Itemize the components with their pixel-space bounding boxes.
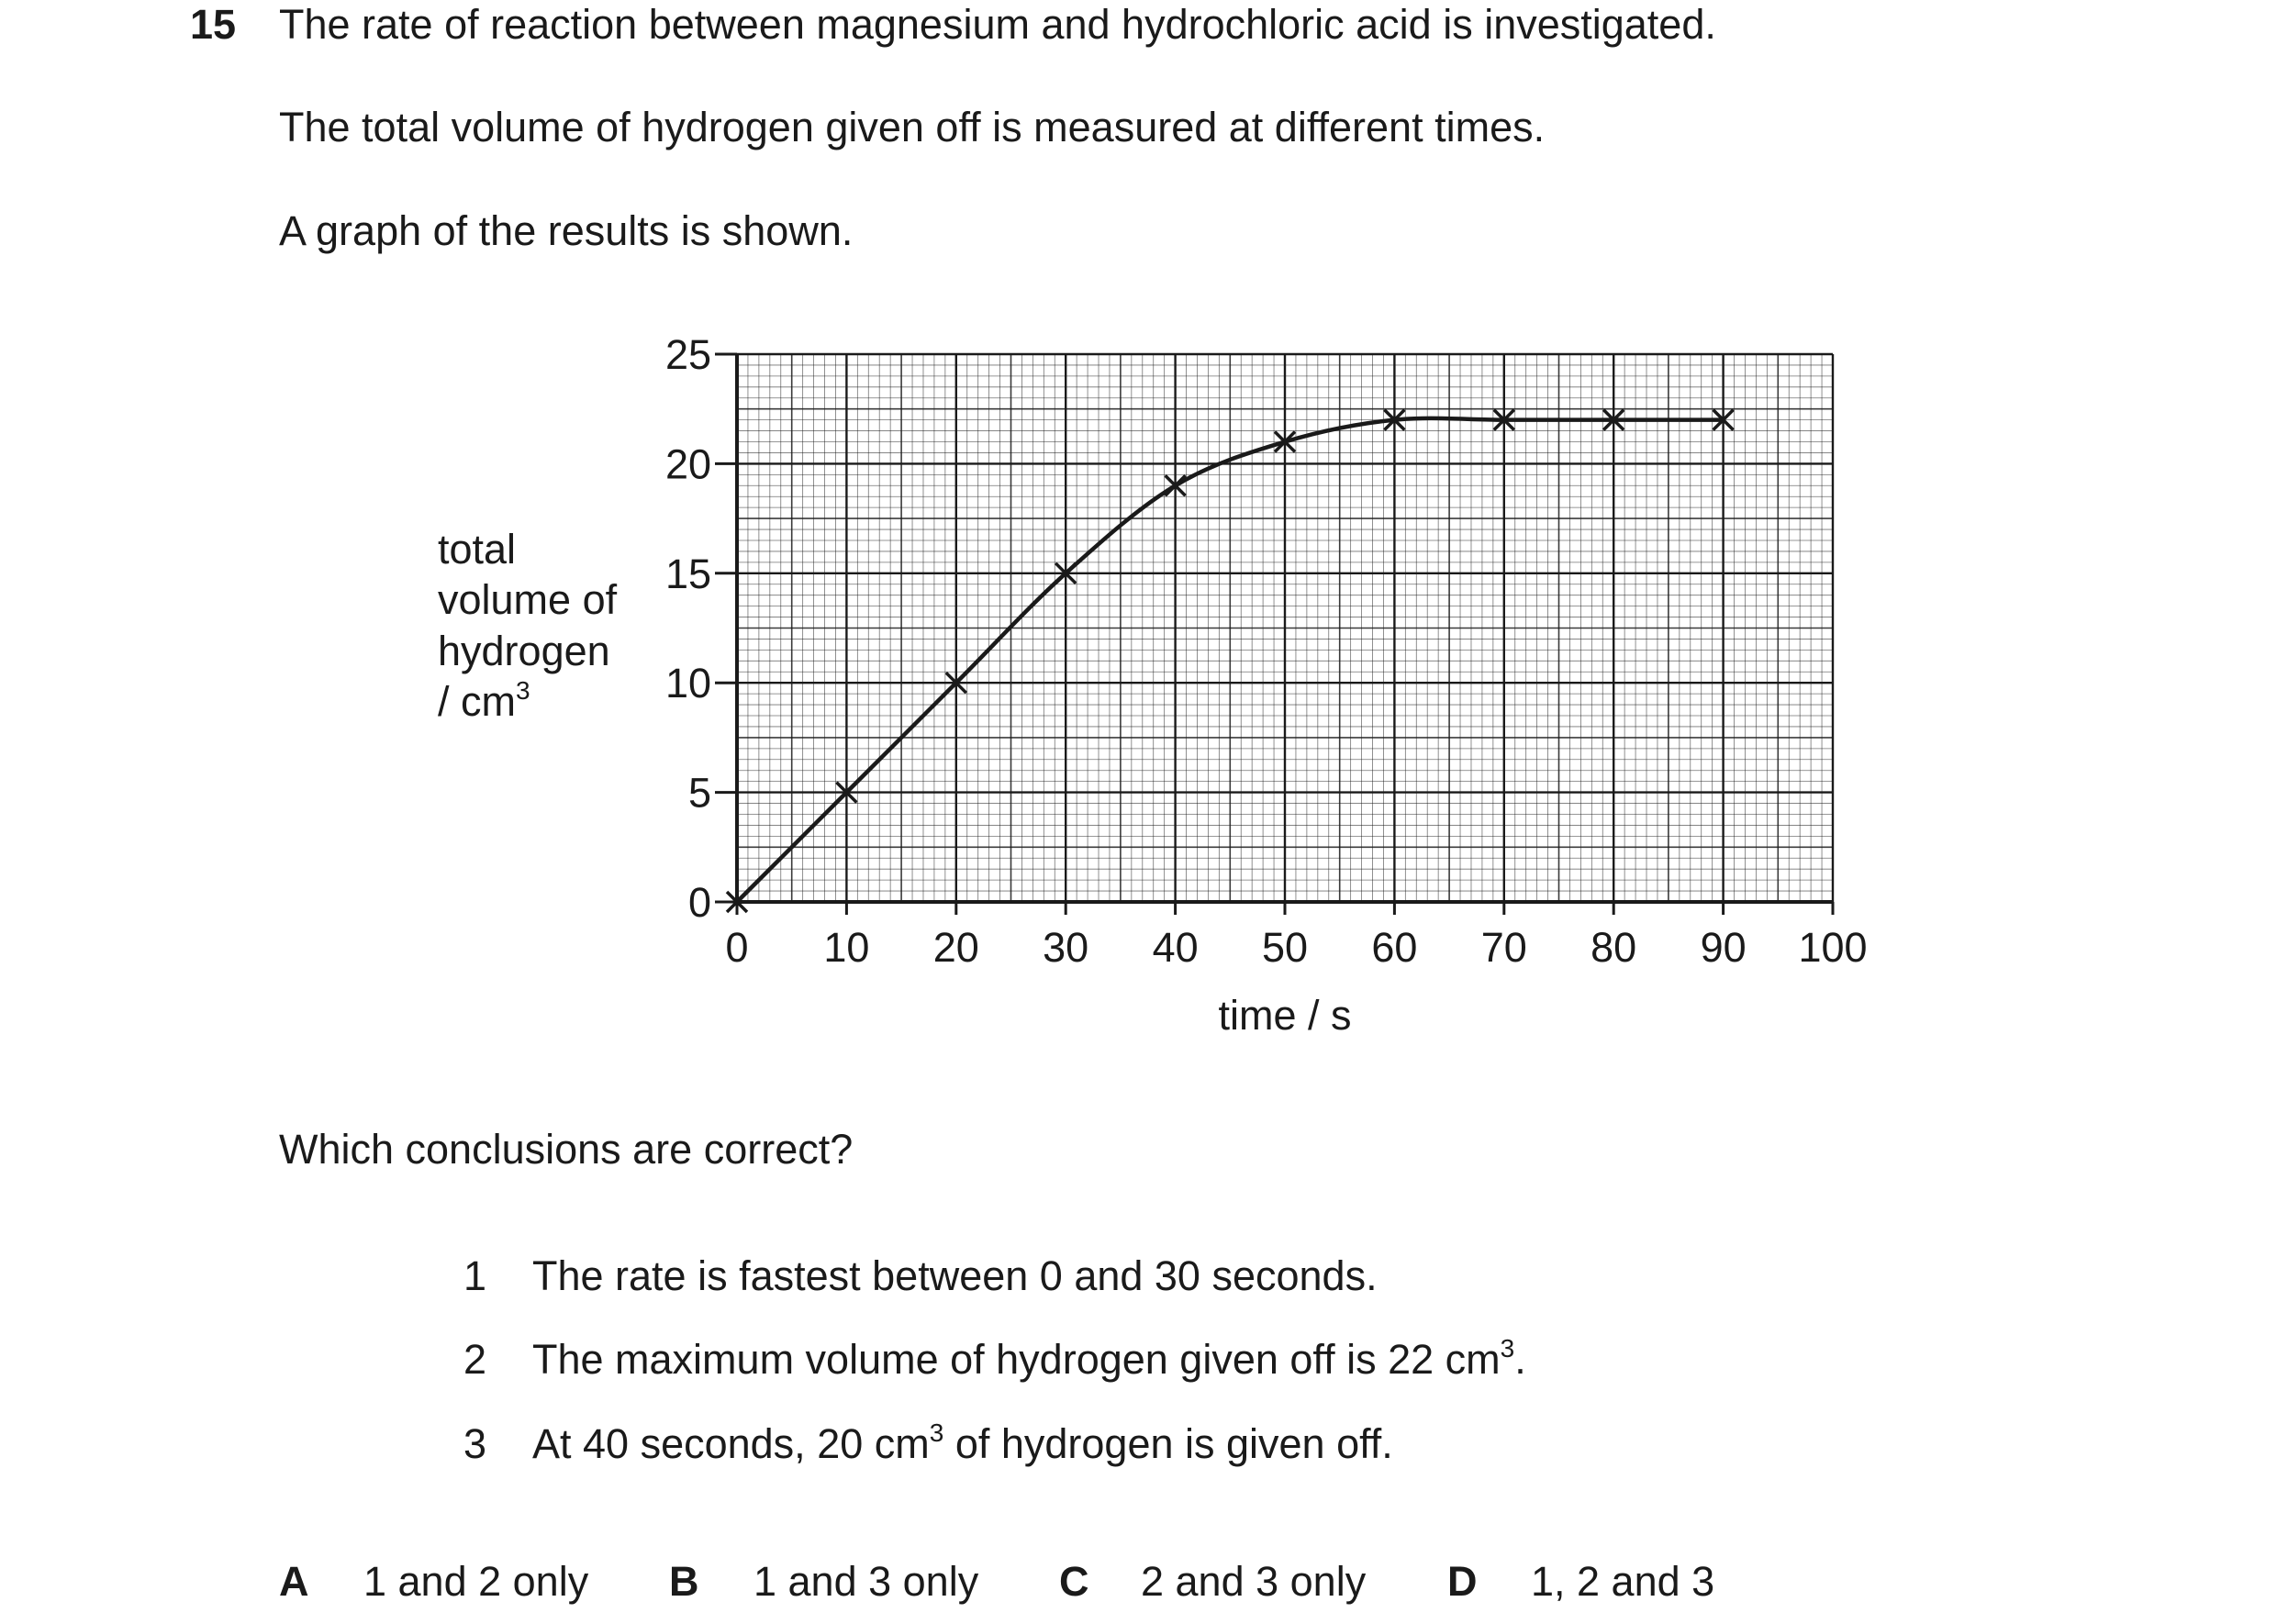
y-tick-label: 10 xyxy=(665,660,711,706)
y-tick-label: 25 xyxy=(665,331,711,378)
x-tick-label: 20 xyxy=(933,924,979,971)
statement-2: The maximum volume of hydrogen given off… xyxy=(532,1335,1526,1385)
statement-3: At 40 seconds, 20 cm3 of hydrogen is giv… xyxy=(532,1419,1393,1469)
volume-time-graph: 0 10 20 30 40 50 60 70 80 90 100 0 5 10 15 20 25 time / s xyxy=(665,331,1868,1039)
option-d-text: 1, 2 and 3 xyxy=(1531,1558,1715,1605)
y-tick-label: 15 xyxy=(665,551,711,597)
x-tick-label: 10 xyxy=(823,924,869,971)
statement-2-power: 3 xyxy=(1500,1334,1515,1363)
data-point xyxy=(1492,408,1516,431)
option-b-text: 1 and 3 only xyxy=(753,1558,979,1605)
option-a-text: 1 and 2 only xyxy=(363,1558,589,1605)
data-point xyxy=(1602,408,1625,431)
x-tick-label: 60 xyxy=(1371,924,1417,971)
data-point xyxy=(1054,562,1077,585)
x-tick-label: 100 xyxy=(1798,924,1867,971)
x-tick-label: 0 xyxy=(725,924,748,971)
option-b-letter: B xyxy=(669,1558,699,1605)
question-number: 15 xyxy=(190,1,237,48)
data-point xyxy=(1383,408,1406,431)
statement-2-number: 2 xyxy=(463,1336,487,1383)
statement-1: The rate is fastest between 0 and 30 sec… xyxy=(532,1252,1378,1299)
x-tick-label: 90 xyxy=(1701,924,1747,971)
statement-1-number: 1 xyxy=(463,1252,487,1299)
data-point xyxy=(725,890,749,914)
statement-3-number: 3 xyxy=(463,1420,487,1467)
statement-3-end: of hydrogen is given off. xyxy=(943,1420,1393,1467)
option-c-letter: C xyxy=(1059,1558,1089,1605)
y-tick-label: 0 xyxy=(688,879,711,926)
statement-2-text: The maximum volume of hydrogen given off… xyxy=(532,1336,1501,1383)
x-tick-label: 70 xyxy=(1481,924,1527,971)
option-c-text: 2 and 3 only xyxy=(1141,1558,1367,1605)
intro-line-1: The rate of reaction between magnesium a… xyxy=(279,1,1716,48)
y-axis-label-line-1: total xyxy=(438,526,517,573)
y-axis-label-line-2: volume of xyxy=(438,576,618,623)
y-axis-label-line-3: hydrogen xyxy=(438,628,610,674)
x-tick-label: 50 xyxy=(1262,924,1308,971)
data-curve xyxy=(734,416,1725,905)
y-tick-label: 5 xyxy=(688,770,711,817)
data-point xyxy=(1273,430,1297,453)
x-tick-label: 80 xyxy=(1591,924,1636,971)
intro-line-3: A graph of the results is shown. xyxy=(279,207,854,254)
statement-3-power: 3 xyxy=(929,1418,944,1447)
statement-3-text: At 40 seconds, 20 cm xyxy=(532,1420,930,1467)
option-a-letter: A xyxy=(279,1558,309,1605)
y-tick-label: 20 xyxy=(665,440,711,487)
x-axis-label: time / s xyxy=(1218,992,1351,1039)
option-d-letter: D xyxy=(1447,1558,1478,1605)
statement-2-end: . xyxy=(1514,1336,1526,1383)
y-axis-unit: / cm xyxy=(438,678,516,725)
y-axis-label-line-4: / cm3 xyxy=(438,677,530,727)
data-point xyxy=(835,781,858,804)
data-point xyxy=(1712,408,1735,431)
data-point xyxy=(944,671,968,695)
data-point xyxy=(1164,474,1187,497)
question-prompt: Which conclusions are correct? xyxy=(279,1126,854,1173)
x-tick-label: 40 xyxy=(1153,924,1199,971)
y-axis-unit-power: 3 xyxy=(516,676,530,705)
intro-line-2: The total volume of hydrogen given off i… xyxy=(279,104,1546,150)
x-tick-label: 30 xyxy=(1043,924,1088,971)
